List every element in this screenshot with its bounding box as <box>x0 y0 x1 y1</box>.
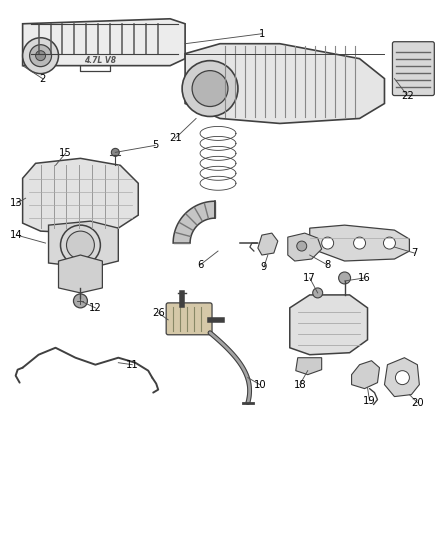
Polygon shape <box>59 255 102 293</box>
Text: 17: 17 <box>304 273 316 283</box>
Text: 10: 10 <box>254 379 266 390</box>
Polygon shape <box>290 295 367 355</box>
Circle shape <box>396 370 410 385</box>
Text: 1: 1 <box>259 29 265 39</box>
Text: 18: 18 <box>293 379 306 390</box>
Polygon shape <box>352 361 379 389</box>
Polygon shape <box>185 44 385 124</box>
Circle shape <box>182 61 238 117</box>
Circle shape <box>74 294 88 308</box>
Polygon shape <box>296 358 321 375</box>
Circle shape <box>297 241 307 251</box>
Text: 21: 21 <box>169 133 181 143</box>
FancyBboxPatch shape <box>166 303 212 335</box>
Text: 9: 9 <box>261 262 267 272</box>
Circle shape <box>67 231 95 259</box>
Text: 5: 5 <box>152 140 159 150</box>
Polygon shape <box>288 233 321 261</box>
Text: 12: 12 <box>89 303 102 313</box>
Text: 16: 16 <box>358 273 371 283</box>
Circle shape <box>35 51 46 61</box>
Circle shape <box>321 237 334 249</box>
FancyBboxPatch shape <box>392 42 434 95</box>
Polygon shape <box>258 233 278 255</box>
Circle shape <box>111 148 119 156</box>
Text: 19: 19 <box>363 395 376 406</box>
Text: 13: 13 <box>11 198 23 208</box>
Text: 20: 20 <box>411 398 424 408</box>
Polygon shape <box>23 158 138 233</box>
Text: 7: 7 <box>411 248 417 258</box>
Circle shape <box>353 237 366 249</box>
Text: 4.7L V8: 4.7L V8 <box>85 56 117 65</box>
Text: 26: 26 <box>152 308 165 318</box>
Circle shape <box>313 288 323 298</box>
Circle shape <box>23 38 59 74</box>
Circle shape <box>384 237 396 249</box>
Circle shape <box>339 272 350 284</box>
Text: 2: 2 <box>39 74 46 84</box>
Polygon shape <box>385 358 419 397</box>
Text: 15: 15 <box>59 148 72 158</box>
Circle shape <box>30 45 52 67</box>
Text: 11: 11 <box>126 360 139 370</box>
Text: 22: 22 <box>401 91 414 101</box>
Text: 14: 14 <box>11 230 23 240</box>
Polygon shape <box>173 201 215 243</box>
Text: 6: 6 <box>197 260 203 270</box>
Polygon shape <box>49 221 118 268</box>
Polygon shape <box>310 225 410 261</box>
Circle shape <box>192 71 228 107</box>
Text: 8: 8 <box>325 260 331 270</box>
Polygon shape <box>23 19 185 66</box>
